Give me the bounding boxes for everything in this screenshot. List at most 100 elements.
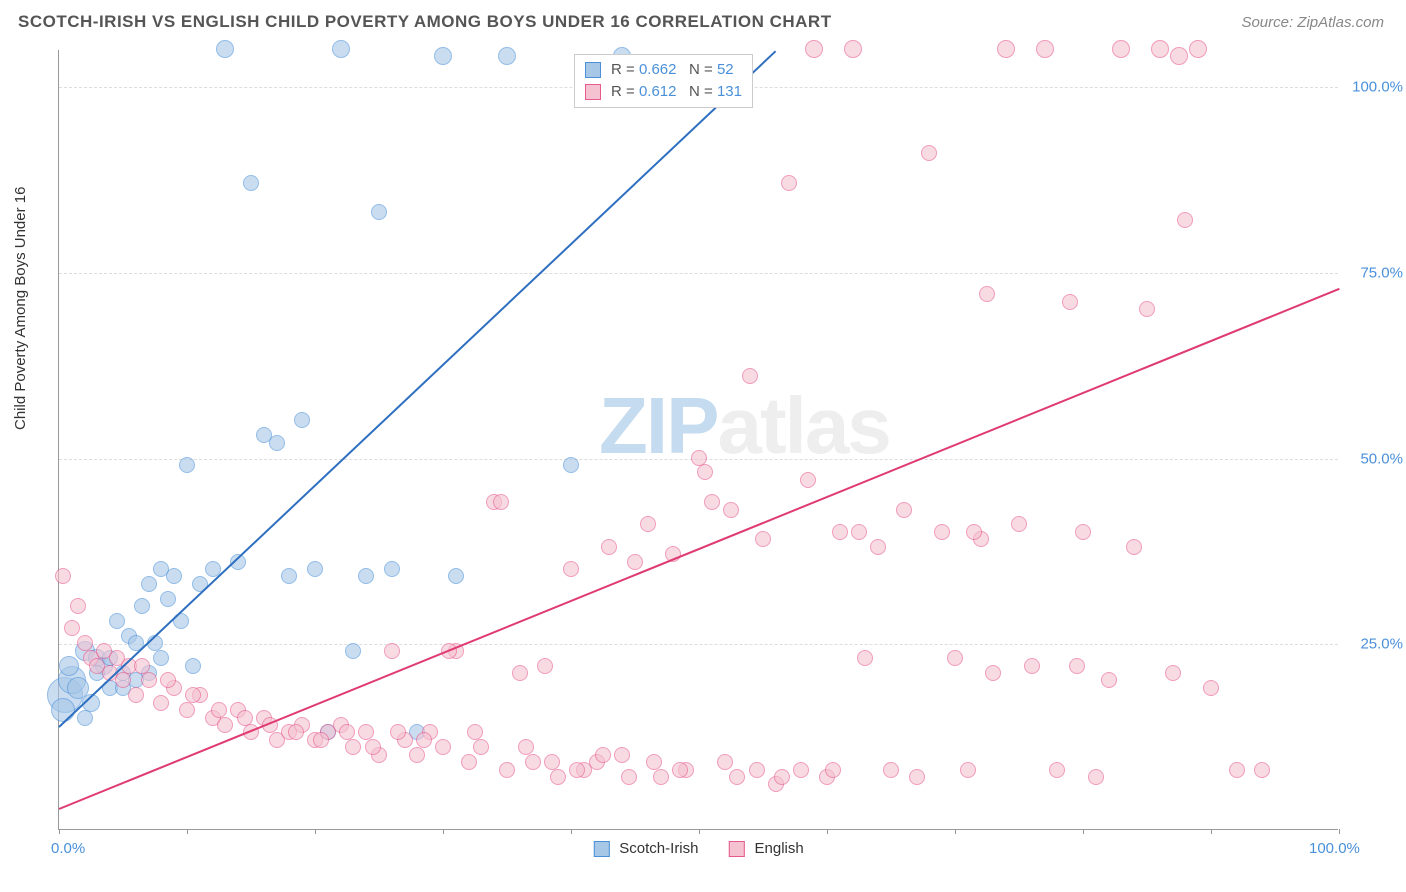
series-legend: Scotch-Irish English [593, 840, 803, 857]
data-point [141, 672, 157, 688]
data-point [717, 754, 733, 770]
legend-label: Scotch-Irish [619, 840, 698, 857]
data-point [332, 40, 350, 58]
data-point [997, 40, 1015, 58]
legend-stats: R = 0.662 N = 52 [611, 59, 734, 81]
data-point [434, 47, 452, 65]
data-point [179, 702, 195, 718]
data-point [844, 40, 862, 58]
data-point [1139, 301, 1155, 317]
x-tick [1083, 829, 1084, 834]
data-point [909, 769, 925, 785]
data-point [345, 643, 361, 659]
data-point [1049, 762, 1065, 778]
data-point [1101, 672, 1117, 688]
data-point [358, 724, 374, 740]
data-point [269, 435, 285, 451]
x-tick [1339, 829, 1340, 834]
x-tick [571, 829, 572, 834]
data-point [550, 769, 566, 785]
x-tick-label: 0.0% [51, 840, 85, 857]
legend-swatch [593, 841, 609, 857]
legend-row: R = 0.612 N = 131 [585, 81, 742, 103]
correlation-legend: R = 0.662 N = 52R = 0.612 N = 131 [574, 54, 753, 108]
data-point [70, 598, 86, 614]
data-point [435, 739, 451, 755]
legend-swatch [729, 841, 745, 857]
data-point [153, 695, 169, 711]
data-point [365, 739, 381, 755]
data-point [595, 747, 611, 763]
data-point [216, 40, 234, 58]
data-point [1069, 658, 1085, 674]
data-point [563, 561, 579, 577]
data-point [371, 204, 387, 220]
data-point [742, 368, 758, 384]
y-tick-label: 100.0% [1352, 79, 1403, 96]
data-point [1062, 294, 1078, 310]
data-point [653, 769, 669, 785]
data-point [160, 591, 176, 607]
data-point [179, 457, 195, 473]
data-point [390, 724, 406, 740]
y-tick-label: 25.0% [1360, 636, 1403, 653]
data-point [704, 494, 720, 510]
x-tick [187, 829, 188, 834]
data-point [499, 762, 515, 778]
data-point [345, 739, 361, 755]
data-point [313, 732, 329, 748]
data-point [525, 754, 541, 770]
data-point [384, 643, 400, 659]
data-point [697, 464, 713, 480]
data-point [128, 687, 144, 703]
data-point [781, 175, 797, 191]
data-point [185, 687, 201, 703]
data-point [966, 524, 982, 540]
data-point [621, 769, 637, 785]
data-point [729, 769, 745, 785]
data-point [805, 40, 823, 58]
data-point [294, 412, 310, 428]
data-point [960, 762, 976, 778]
chart-title: SCOTCH-IRISH VS ENGLISH CHILD POVERTY AM… [18, 12, 832, 32]
data-point [498, 47, 516, 65]
data-point [825, 762, 841, 778]
data-point [870, 539, 886, 555]
data-point [832, 524, 848, 540]
trend-line [59, 288, 1340, 810]
data-point [947, 650, 963, 666]
legend-item: Scotch-Irish [593, 840, 698, 857]
data-point [544, 754, 560, 770]
data-point [537, 658, 553, 674]
data-point [115, 672, 131, 688]
data-point [339, 724, 355, 740]
data-point [160, 672, 176, 688]
legend-label: English [755, 840, 804, 857]
data-point [1126, 539, 1142, 555]
gridline [59, 644, 1338, 645]
data-point [1112, 40, 1130, 58]
data-point [1177, 212, 1193, 228]
data-point [141, 576, 157, 592]
data-point [857, 650, 873, 666]
data-point [1203, 680, 1219, 696]
data-point [672, 762, 688, 778]
data-point [134, 598, 150, 614]
data-point [934, 524, 950, 540]
data-point [307, 561, 323, 577]
x-tick [955, 829, 956, 834]
gridline [59, 273, 1338, 274]
data-point [467, 724, 483, 740]
x-tick [827, 829, 828, 834]
data-point [1229, 762, 1245, 778]
data-point [518, 739, 534, 755]
data-point [979, 286, 995, 302]
data-point [985, 665, 1001, 681]
data-point [64, 620, 80, 636]
data-point [493, 494, 509, 510]
legend-stats: R = 0.612 N = 131 [611, 81, 742, 103]
data-point [166, 568, 182, 584]
data-point [646, 754, 662, 770]
data-point [243, 175, 259, 191]
data-point [1165, 665, 1181, 681]
